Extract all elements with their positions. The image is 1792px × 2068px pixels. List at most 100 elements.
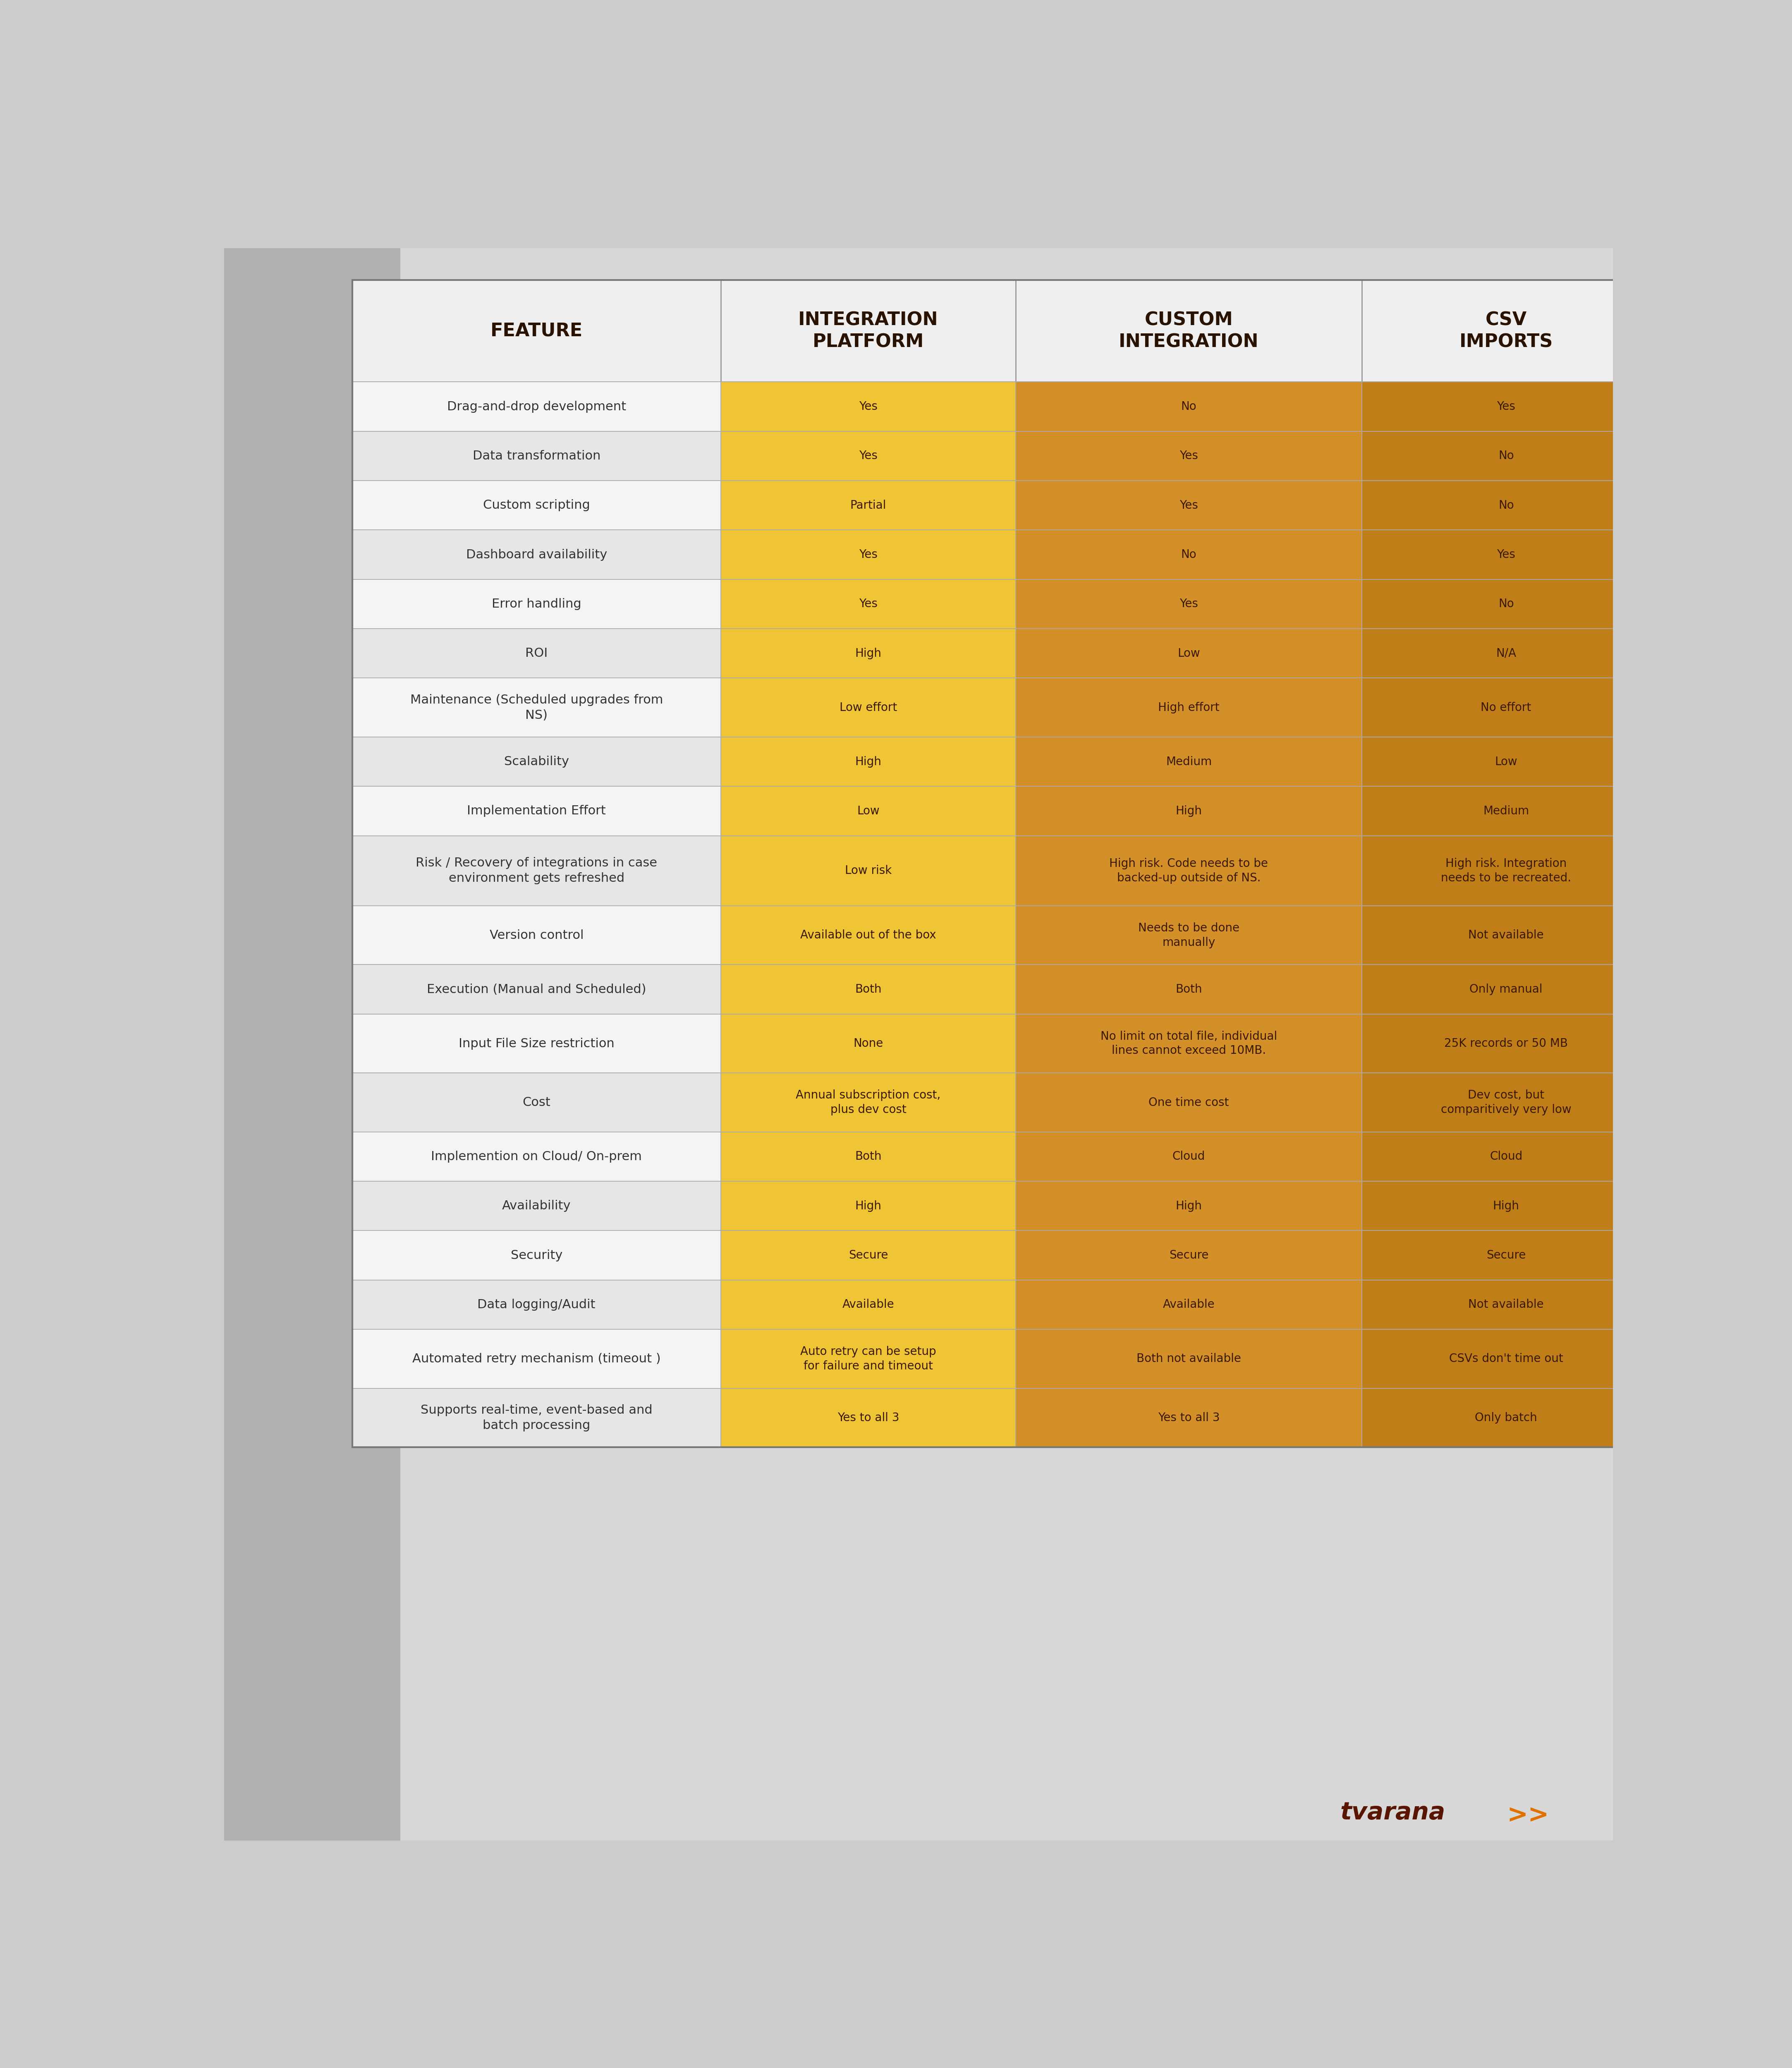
Text: Low: Low	[857, 804, 880, 817]
Bar	[353, 736, 720, 786]
Bar	[720, 1181, 1016, 1230]
Text: Needs to be done
manually: Needs to be done manually	[1138, 922, 1240, 949]
Text: Data logging/Audit: Data logging/Audit	[477, 1299, 595, 1311]
Bar	[353, 629, 720, 678]
Text: Yes: Yes	[858, 401, 878, 412]
Bar	[1362, 1280, 1650, 1330]
Bar	[1362, 786, 1650, 835]
Text: Yes: Yes	[1496, 401, 1516, 412]
Bar	[1016, 906, 1362, 964]
Bar	[1016, 1131, 1362, 1181]
Bar	[1016, 678, 1362, 736]
Text: Not available: Not available	[1468, 929, 1545, 941]
Bar	[1362, 906, 1650, 964]
Bar	[720, 736, 1016, 786]
Bar	[353, 906, 720, 964]
Bar	[720, 835, 1016, 906]
Text: Available: Available	[842, 1299, 894, 1311]
Text: Cost: Cost	[523, 1096, 550, 1108]
Bar	[720, 480, 1016, 529]
Bar	[1362, 383, 1650, 432]
Bar	[1016, 579, 1362, 629]
Text: Medium: Medium	[1484, 804, 1529, 817]
Text: No: No	[1181, 548, 1197, 560]
Bar	[1016, 1073, 1362, 1131]
Text: Drag-and-drop development: Drag-and-drop development	[446, 401, 625, 414]
Text: Yes: Yes	[1496, 548, 1516, 560]
Text: Cloud: Cloud	[1172, 1150, 1206, 1162]
Text: Yes: Yes	[1179, 451, 1199, 461]
Bar	[1016, 1280, 1362, 1330]
Text: High effort: High effort	[1158, 701, 1220, 713]
Bar	[1362, 964, 1650, 1013]
Bar	[720, 1131, 1016, 1181]
Bar	[1362, 279, 1650, 383]
Text: Yes to all 3: Yes to all 3	[837, 1412, 900, 1423]
Text: Security: Security	[511, 1249, 563, 1261]
Bar	[353, 1330, 720, 1388]
Text: None: None	[853, 1038, 883, 1048]
Bar	[720, 964, 1016, 1013]
Bar	[1613, 248, 1667, 1841]
Bar	[353, 432, 720, 480]
Text: High risk. Integration
needs to be recreated.: High risk. Integration needs to be recre…	[1441, 858, 1572, 883]
Text: Secure: Secure	[849, 1249, 889, 1261]
Bar	[353, 1388, 720, 1448]
Bar	[720, 678, 1016, 736]
Bar	[1016, 529, 1362, 579]
Text: Only manual: Only manual	[1469, 984, 1543, 995]
Bar	[353, 529, 720, 579]
Bar	[1362, 1181, 1650, 1230]
Bar	[353, 279, 1650, 1448]
Text: Low effort: Low effort	[839, 701, 898, 713]
Text: High: High	[1176, 804, 1202, 817]
Bar	[1362, 1330, 1650, 1388]
Text: Dashboard availability: Dashboard availability	[466, 548, 607, 560]
Bar	[1362, 835, 1650, 906]
Text: CSVs don't time out: CSVs don't time out	[1450, 1352, 1563, 1365]
Bar	[1362, 529, 1650, 579]
Text: No: No	[1498, 598, 1514, 610]
Bar	[1362, 678, 1650, 736]
Text: High: High	[1176, 1199, 1202, 1212]
Bar	[1362, 1230, 1650, 1280]
Text: Partial: Partial	[849, 500, 887, 511]
Bar	[1362, 480, 1650, 529]
Text: INTEGRATION
PLATFORM: INTEGRATION PLATFORM	[797, 310, 939, 352]
Text: Yes: Yes	[1179, 598, 1199, 610]
Bar	[1016, 736, 1362, 786]
Text: ROI: ROI	[525, 647, 548, 660]
Text: Annual subscription cost,
plus dev cost: Annual subscription cost, plus dev cost	[796, 1090, 941, 1115]
Bar	[1362, 1388, 1650, 1448]
Bar	[1016, 786, 1362, 835]
Bar	[720, 579, 1016, 629]
Bar	[1362, 1131, 1650, 1181]
Text: Available out of the box: Available out of the box	[801, 929, 935, 941]
Bar	[720, 279, 1016, 383]
Bar	[1362, 629, 1650, 678]
Bar	[353, 835, 720, 906]
Text: High: High	[855, 1199, 882, 1212]
Text: Secure: Secure	[1486, 1249, 1525, 1261]
Text: Custom scripting: Custom scripting	[484, 498, 590, 511]
Text: Maintenance (Scheduled upgrades from
NS): Maintenance (Scheduled upgrades from NS)	[410, 695, 663, 722]
Bar	[720, 1073, 1016, 1131]
Text: Cloud: Cloud	[1489, 1150, 1523, 1162]
Text: Yes: Yes	[858, 451, 878, 461]
Text: Implemention on Cloud/ On-prem: Implemention on Cloud/ On-prem	[432, 1150, 642, 1162]
Text: CSV
IMPORTS: CSV IMPORTS	[1459, 310, 1554, 352]
Text: Dev cost, but
comparitively very low: Dev cost, but comparitively very low	[1441, 1090, 1572, 1115]
Text: Yes: Yes	[1179, 500, 1199, 511]
Text: Only batch: Only batch	[1475, 1412, 1538, 1423]
Text: High: High	[855, 647, 882, 660]
Text: High: High	[855, 757, 882, 767]
Bar	[1016, 1330, 1362, 1388]
Text: Both not available: Both not available	[1136, 1352, 1242, 1365]
Bar	[720, 1388, 1016, 1448]
Text: Available: Available	[1163, 1299, 1215, 1311]
Bar	[720, 1230, 1016, 1280]
Bar	[1016, 383, 1362, 432]
Text: Not available: Not available	[1468, 1299, 1545, 1311]
Text: tvarana: tvarana	[1340, 1801, 1446, 1824]
Bar	[720, 786, 1016, 835]
